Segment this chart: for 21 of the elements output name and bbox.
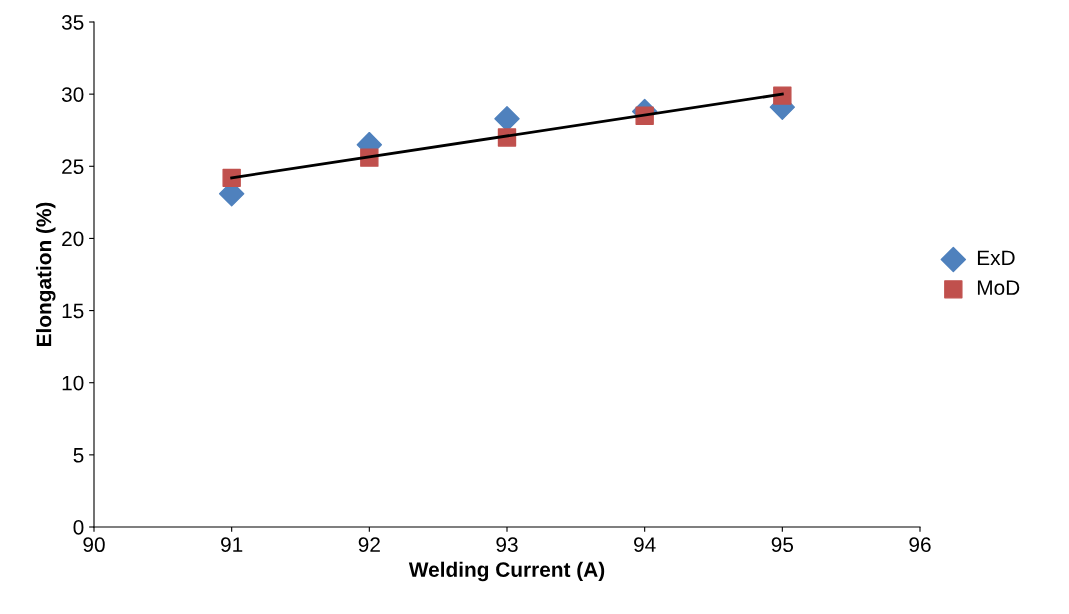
y-axis-title: Elongation (%): [36, 202, 56, 347]
y-tick-label: 20: [62, 231, 84, 247]
legend-label: ExD: [977, 250, 1015, 265]
x-tick-label: 91: [221, 537, 243, 553]
y-tick-label: 30: [61, 87, 84, 102]
x-tick-label: 93: [496, 537, 518, 553]
x-axis-title: Welding Current (A): [408, 561, 605, 582]
point: [773, 86, 792, 105]
y-tick-label: 10: [62, 375, 84, 391]
x-tick-label: 96: [909, 537, 931, 553]
y-tick-label: 0: [73, 520, 84, 535]
x-tick-label: 92: [358, 537, 380, 553]
y-tick-label: 25: [62, 159, 84, 175]
x-tick-label: 90: [83, 537, 105, 553]
y-tick-label: 35: [61, 15, 84, 30]
y-tick-label: 15: [62, 303, 84, 319]
x-tick-label: 95: [771, 537, 794, 553]
x-tick-label: 94: [634, 537, 656, 553]
legend-label: MoD: [977, 280, 1020, 296]
y-tick-label: 5: [73, 448, 84, 463]
point: [222, 168, 241, 188]
